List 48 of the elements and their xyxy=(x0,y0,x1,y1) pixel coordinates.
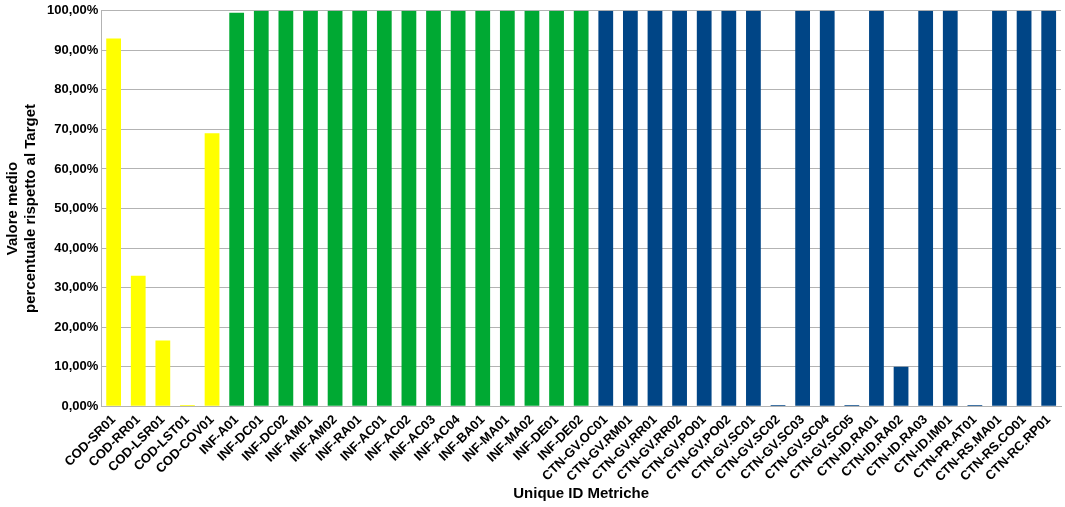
bar xyxy=(278,10,294,406)
bar xyxy=(327,10,343,406)
bar xyxy=(869,10,884,406)
bar xyxy=(204,133,220,406)
y-tick-label: 90,00% xyxy=(54,41,99,57)
bar xyxy=(253,10,269,406)
bar xyxy=(573,10,589,406)
bar xyxy=(721,10,737,406)
y-tick-label: 30,00% xyxy=(54,279,99,295)
bar xyxy=(942,10,958,406)
bar xyxy=(918,10,934,406)
bar xyxy=(672,10,687,406)
y-tick-label: 0,00% xyxy=(61,397,99,413)
bar xyxy=(696,10,712,406)
bar xyxy=(524,10,540,406)
y-tick-label: 100,00% xyxy=(46,2,99,18)
bar xyxy=(992,10,1007,406)
bar xyxy=(1016,10,1032,406)
bar xyxy=(795,10,811,406)
bar xyxy=(352,10,368,406)
y-tick-label: 10,00% xyxy=(54,358,99,374)
bar xyxy=(549,10,564,406)
bar xyxy=(376,10,392,406)
bar xyxy=(426,10,441,406)
y-tick-label: 70,00% xyxy=(54,120,99,136)
bar xyxy=(401,10,417,406)
bar xyxy=(647,10,663,406)
bar xyxy=(229,12,245,406)
bar xyxy=(819,10,835,406)
y-axis-title: Valore medio percentuale rispetto al Target xyxy=(3,104,39,313)
y-tick-label: 50,00% xyxy=(54,200,99,216)
bar xyxy=(1041,10,1057,406)
bar xyxy=(746,10,761,406)
bar xyxy=(130,275,146,406)
y-tick-label: 40,00% xyxy=(54,239,99,255)
bar xyxy=(303,10,318,406)
bar xyxy=(450,10,466,406)
bar xyxy=(499,10,515,406)
y-tick-label: 60,00% xyxy=(54,160,99,176)
bar xyxy=(893,366,909,406)
bar xyxy=(106,38,122,406)
x-axis-title: Unique ID Metriche xyxy=(513,484,650,502)
bar xyxy=(598,10,614,406)
bar xyxy=(622,10,638,406)
bar xyxy=(155,340,171,406)
y-tick-label: 20,00% xyxy=(54,318,99,334)
bar xyxy=(475,10,491,406)
y-tick-label: 80,00% xyxy=(54,81,99,97)
